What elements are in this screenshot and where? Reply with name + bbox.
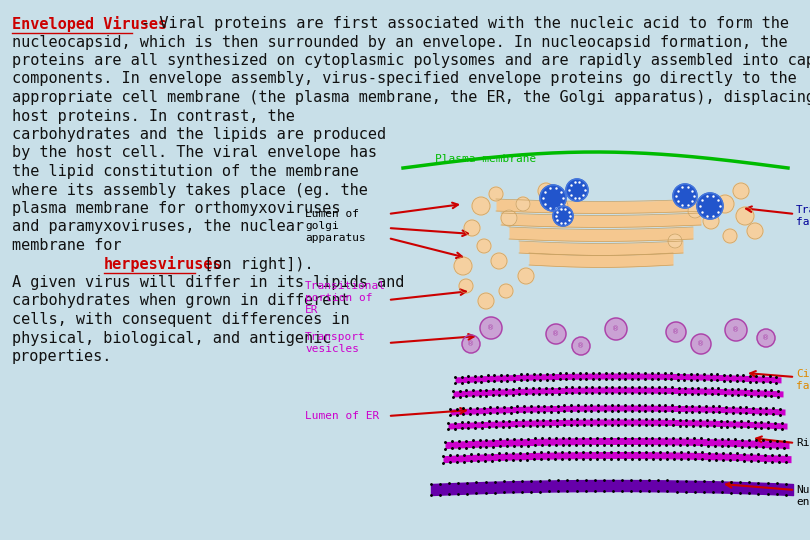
Circle shape [703, 213, 719, 229]
Text: host proteins. In contrast, the: host proteins. In contrast, the [12, 109, 295, 124]
Circle shape [736, 207, 754, 225]
Text: ®: ® [578, 343, 585, 349]
Circle shape [666, 322, 686, 342]
Circle shape [605, 318, 627, 340]
Circle shape [489, 187, 503, 201]
Circle shape [538, 183, 554, 199]
Text: Cis/entry
face: Cis/entry face [796, 369, 810, 391]
Circle shape [725, 319, 747, 341]
Text: by the host cell. The viral envelope has: by the host cell. The viral envelope has [12, 145, 377, 160]
Text: Plasma membrane: Plasma membrane [435, 154, 536, 164]
Circle shape [480, 317, 502, 339]
Text: membrane for: membrane for [12, 238, 130, 253]
Text: cells, with consequent differences in: cells, with consequent differences in [12, 312, 350, 327]
Text: Ribosomes: Ribosomes [796, 438, 810, 448]
Text: Transitional
portion of
ER: Transitional portion of ER [305, 281, 386, 315]
Text: Nuclear
envelope: Nuclear envelope [796, 485, 810, 507]
Circle shape [668, 234, 682, 248]
Text: proteins are all synthesized on cytoplasmic polysomes and are rapidly assembled : proteins are all synthesized on cytoplas… [12, 53, 810, 68]
Text: physical, biological, and antigenic: physical, biological, and antigenic [12, 330, 331, 346]
Circle shape [516, 197, 530, 211]
Circle shape [459, 279, 473, 293]
Circle shape [464, 220, 480, 236]
Circle shape [499, 284, 513, 298]
Text: Lumen of
golgi
apparatus: Lumen of golgi apparatus [305, 210, 366, 242]
Circle shape [691, 334, 711, 354]
Circle shape [553, 206, 573, 226]
Circle shape [747, 223, 763, 239]
Text: ®: ® [697, 341, 705, 347]
Text: carbohydrates and the lipids are produced: carbohydrates and the lipids are produce… [12, 127, 386, 142]
Circle shape [566, 179, 588, 201]
Text: ®: ® [612, 326, 620, 332]
Circle shape [501, 210, 517, 226]
Text: Trans/exit
face: Trans/exit face [796, 205, 810, 227]
Circle shape [472, 197, 490, 215]
Text: carbohydrates when grown in different: carbohydrates when grown in different [12, 294, 350, 308]
Text: where its assembly takes place (eg. the: where its assembly takes place (eg. the [12, 183, 368, 198]
Text: plasma membrane for orthomyxoviruses: plasma membrane for orthomyxoviruses [12, 201, 340, 216]
Circle shape [462, 335, 480, 353]
Circle shape [491, 253, 507, 269]
Circle shape [697, 193, 723, 219]
Text: [on right]).: [on right]). [195, 256, 314, 272]
Circle shape [673, 184, 697, 208]
Text: - Viral proteins are first associated with the nucleic acid to form the: - Viral proteins are first associated wi… [132, 16, 789, 31]
Circle shape [554, 199, 568, 213]
Text: appropriate cell membrane (the plasma membrane, the ER, the Golgi apparatus), di: appropriate cell membrane (the plasma me… [12, 90, 810, 105]
Text: ®: ® [762, 335, 769, 341]
Text: ®: ® [732, 327, 740, 333]
Circle shape [518, 268, 534, 284]
Text: Lumen of ER: Lumen of ER [305, 411, 379, 421]
Circle shape [733, 183, 749, 199]
Text: and paramyxoviruses, the nuclear: and paramyxoviruses, the nuclear [12, 219, 304, 234]
Text: properties.: properties. [12, 349, 113, 364]
Circle shape [716, 195, 734, 213]
Circle shape [477, 239, 491, 253]
Circle shape [478, 293, 494, 309]
Circle shape [546, 324, 566, 344]
Circle shape [757, 329, 775, 347]
Text: ®: ® [672, 329, 680, 335]
Text: Transport
vesicles: Transport vesicles [305, 332, 366, 354]
Circle shape [688, 204, 702, 218]
Text: ®: ® [552, 331, 560, 337]
Text: Enveloped Viruses: Enveloped Viruses [12, 16, 167, 32]
Text: ®: ® [467, 341, 475, 347]
Text: herpesviruses: herpesviruses [104, 256, 222, 273]
Text: ®: ® [488, 325, 495, 331]
Circle shape [454, 257, 472, 275]
Text: nucleocapsid, which is then surrounded by an envelope. In nucleocapsid formation: nucleocapsid, which is then surrounded b… [12, 35, 787, 50]
Circle shape [540, 185, 566, 211]
Text: A given virus will differ in its lipids and: A given virus will differ in its lipids … [12, 275, 404, 290]
Text: the lipid constitution of the membrane: the lipid constitution of the membrane [12, 164, 359, 179]
Text: components. In envelope assembly, virus-specified envelope proteins go directly : components. In envelope assembly, virus-… [12, 71, 797, 86]
Circle shape [572, 337, 590, 355]
Circle shape [723, 229, 737, 243]
